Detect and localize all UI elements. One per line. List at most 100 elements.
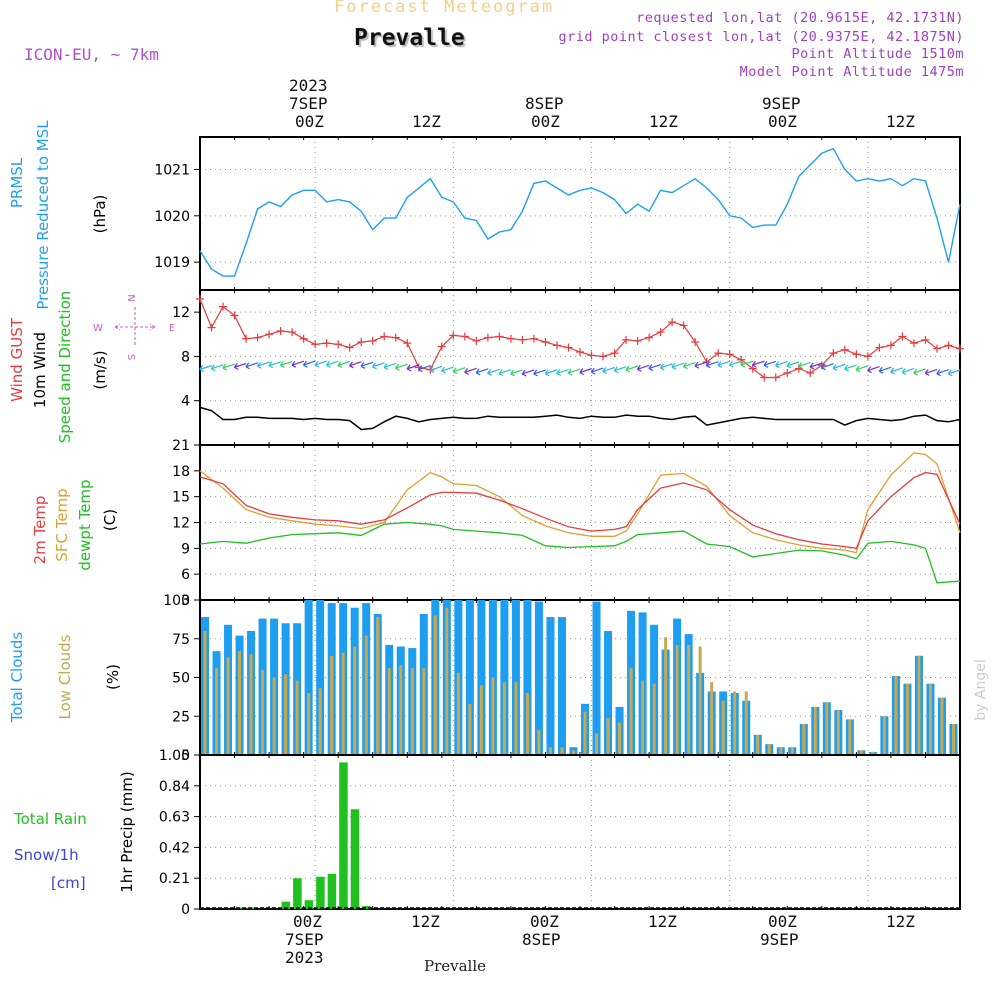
wind-gust-marker <box>829 349 838 358</box>
wind-direction-arrow <box>556 368 569 377</box>
low-clouds-bar <box>710 682 714 755</box>
wind-direction-arrow <box>671 362 685 370</box>
wind-direction-arrow <box>498 369 512 377</box>
wind-direction-arrow <box>717 360 731 368</box>
wind-direction-arrow <box>579 368 592 376</box>
wind-gust-marker <box>587 351 596 360</box>
wind-direction-arrow <box>705 361 719 369</box>
low-clouds-bar <box>652 683 656 755</box>
low-clouds-bar <box>595 733 599 755</box>
wind-gust-marker <box>518 335 527 344</box>
total-clouds-bar <box>304 600 313 755</box>
wind-gust-marker <box>506 334 515 343</box>
low-clouds-bar <box>364 635 368 755</box>
rain-bar <box>304 900 314 909</box>
low-clouds-bar <box>560 747 564 755</box>
location-title: Prevalle <box>354 25 465 51</box>
point-altitude: Point Altitude 1510m <box>791 46 964 62</box>
total-clouds-bar <box>465 600 474 755</box>
low-clouds-bar <box>698 646 702 755</box>
wind-speed-line <box>199 406 961 431</box>
low-clouds-bar <box>940 697 944 755</box>
wind-gust-marker <box>472 336 481 345</box>
wind-direction-arrow <box>383 362 397 371</box>
low-clouds-bar <box>618 722 622 755</box>
precip-panel: 0 0.21 0.42 0.63 0.84 1.05 <box>159 748 961 918</box>
low-clouds-bar <box>571 750 575 755</box>
wind-direction-arrow <box>487 368 500 376</box>
wind-gust-marker <box>921 335 930 344</box>
wind-direction-arrow <box>279 360 293 368</box>
wind-gust-marker <box>806 369 815 378</box>
total-clouds-bar <box>557 617 566 755</box>
top-year-label: 2023 <box>289 76 328 95</box>
wind-direction-arrow <box>694 361 708 369</box>
low-clouds-bar <box>502 682 506 755</box>
low-clouds-bar <box>871 751 875 755</box>
wind-gust-marker <box>460 332 469 341</box>
bottom-time-label: 12Z <box>411 912 440 931</box>
low-clouds-bar <box>606 717 610 755</box>
wind-direction-arrow <box>878 366 892 374</box>
wind-direction-arrow <box>464 367 477 375</box>
model-altitude: Model Point Altitude 1475m <box>739 64 964 80</box>
low-clouds-bar <box>525 693 529 755</box>
y-tick-label: 25 <box>172 709 190 725</box>
wind-gust-marker <box>725 350 734 359</box>
wind-direction-arrow <box>901 367 915 376</box>
top-time-label: 12Z <box>412 112 441 131</box>
model-label: ICON-EU, ~ 7km <box>24 45 159 64</box>
low-clouds-bar <box>905 683 909 755</box>
top-time-label: 12Z <box>649 112 678 131</box>
wind-gust-marker <box>771 373 780 382</box>
wind-direction-arrow <box>832 363 846 371</box>
bottom-time-label: 12Z <box>648 912 677 931</box>
low-clouds-bar <box>629 668 633 755</box>
wind-gust-marker <box>783 369 792 378</box>
y-tick-label: 0 <box>181 748 190 764</box>
wind-direction-arrow <box>648 363 662 372</box>
wind-gust-marker <box>668 318 677 327</box>
wind-gust-marker <box>437 342 446 351</box>
low-clouds-bar <box>928 683 932 755</box>
total-clouds-bar <box>604 631 613 755</box>
dewpoint-line <box>199 521 961 584</box>
low-clouds-bar <box>410 668 414 755</box>
top-time-label: 00Z <box>531 112 560 131</box>
compass-rose <box>114 307 156 347</box>
wind-gust-marker <box>748 364 757 373</box>
y-tick-label: 1019 <box>154 255 190 271</box>
wind-direction-arrow <box>728 360 742 368</box>
y-tick-label: 12 <box>172 516 190 532</box>
top-time-label: 00Z <box>295 112 324 131</box>
wind-direction-arrow <box>314 360 328 368</box>
low-clouds-bar <box>641 680 645 755</box>
bottom-date-label-7sep: 7SEP <box>285 930 324 949</box>
rain-bar <box>362 906 371 909</box>
y-tick-label: 1021 <box>154 162 190 178</box>
wind-direction-arrow <box>268 361 282 369</box>
top-time-label: 00Z <box>768 112 797 131</box>
wind-gust-marker <box>334 340 343 349</box>
low-clouds-bar <box>721 700 725 755</box>
bottom-year-label: 2023 <box>285 948 324 967</box>
wind-gust-marker <box>368 336 377 345</box>
wind-direction-arrow <box>821 363 834 371</box>
wind-direction-arrow <box>210 364 224 372</box>
low-clouds-bar <box>387 668 391 755</box>
wind-gust-marker <box>288 328 297 337</box>
wind-direction-arrow <box>418 365 431 373</box>
wind-gust-marker <box>391 333 400 342</box>
sfc-temp-axis-title: SFC Temp <box>53 488 71 561</box>
wind-direction-arrow <box>348 361 362 369</box>
low-clouds-bar <box>733 691 737 755</box>
wind-gust-marker <box>242 334 251 343</box>
top-date-label-9sep: 9SEP <box>762 94 801 113</box>
total-clouds-bar <box>477 600 486 755</box>
low-clouds-bar <box>848 719 852 755</box>
wind-gust-marker <box>529 334 538 343</box>
low-clouds-bar <box>779 747 783 755</box>
product-title: Forecast Meteogram <box>334 0 555 17</box>
wind-direction-arrow <box>256 361 270 369</box>
